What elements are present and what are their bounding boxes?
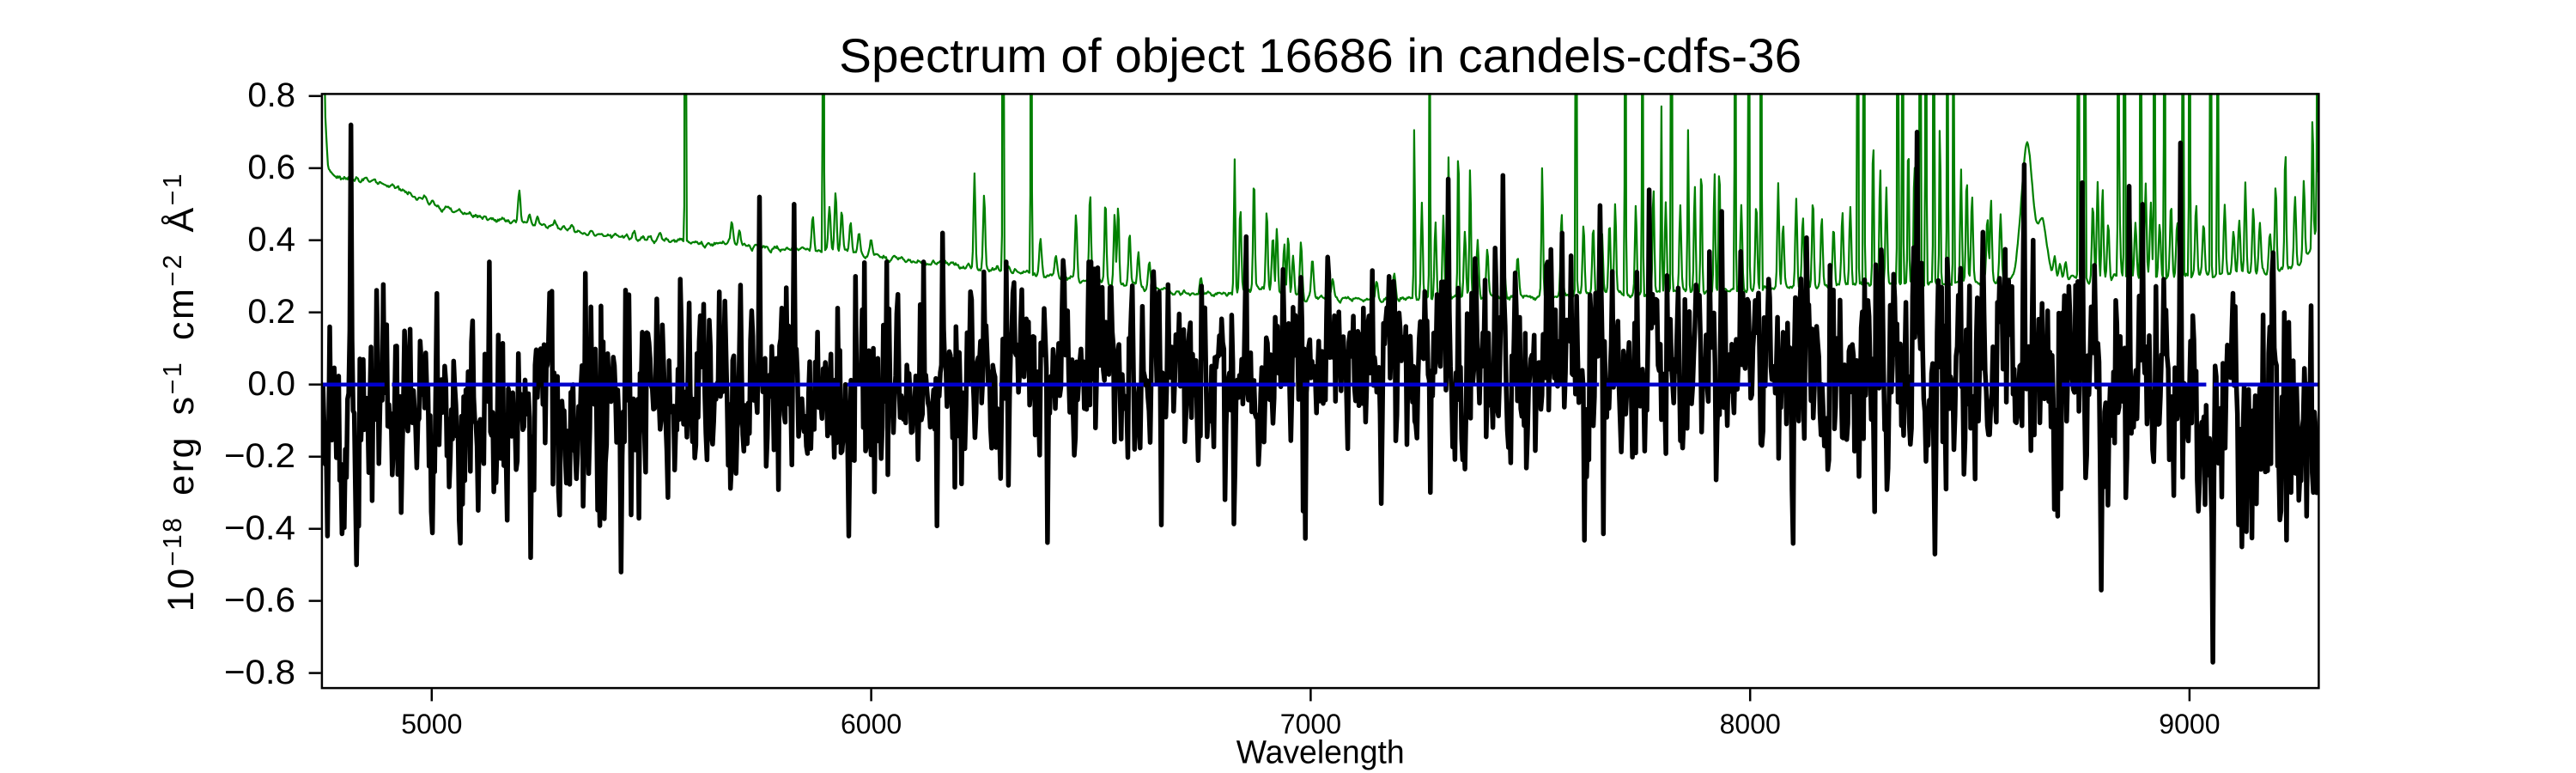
svg-text:9000: 9000 <box>2159 709 2220 740</box>
svg-text:7000: 7000 <box>1280 709 1341 740</box>
svg-text:8000: 8000 <box>1720 709 1781 740</box>
svg-text:−0.2: −0.2 <box>224 437 295 475</box>
svg-text:Wavelength: Wavelength <box>1236 735 1405 771</box>
svg-text:0.6: 0.6 <box>247 149 295 186</box>
svg-text:5000: 5000 <box>401 709 462 740</box>
svg-text:6000: 6000 <box>841 709 902 740</box>
svg-text:0.2: 0.2 <box>247 293 295 331</box>
svg-text:0.8: 0.8 <box>247 76 295 114</box>
svg-text:Spectrum of object 16686 in ca: Spectrum of object 16686 in candels-cdfs… <box>839 29 1801 82</box>
svg-text:0.0: 0.0 <box>247 365 295 403</box>
svg-text:−0.8: −0.8 <box>224 654 295 691</box>
svg-text:−0.6: −0.6 <box>224 581 295 619</box>
svg-text:−0.4: −0.4 <box>224 509 295 547</box>
svg-text:0.4: 0.4 <box>247 221 295 259</box>
